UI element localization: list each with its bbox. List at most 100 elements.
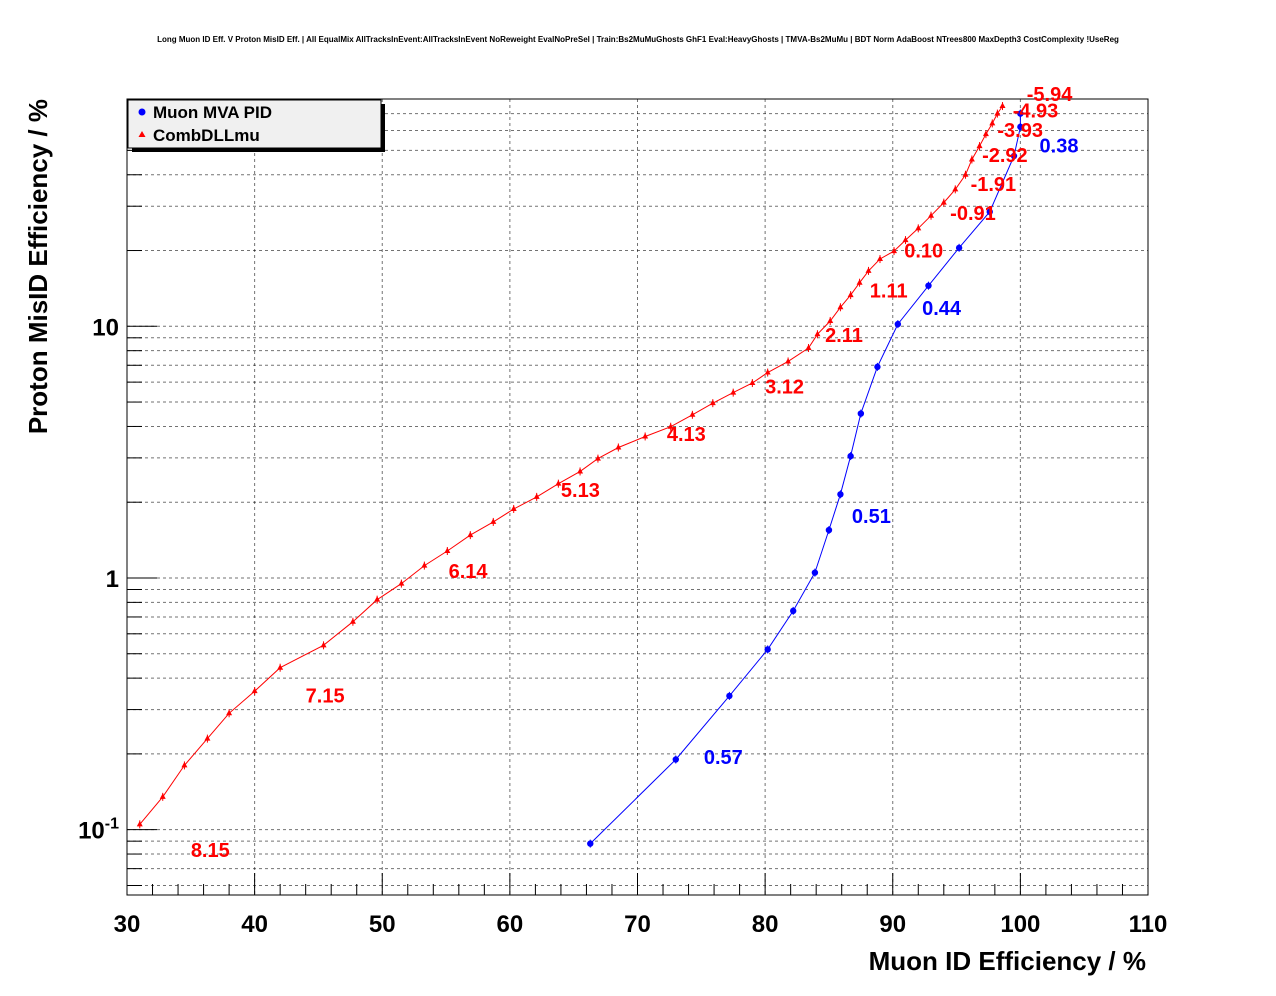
y-tick-labels: 10-1 1 10 (78, 314, 119, 844)
data-point-combdllmu (467, 531, 474, 538)
series-layer (136, 102, 1024, 848)
data-point-muon-mva-pid (847, 452, 854, 460)
data-point-combdllmu (667, 423, 674, 429)
data-point-combdllmu (928, 212, 935, 218)
x-tick-label: 40 (241, 911, 268, 938)
data-point-combdllmu (594, 455, 601, 461)
data-point-combdllmu (902, 236, 909, 243)
data-point-combdllmu (856, 279, 863, 285)
data-point-combdllmu (962, 171, 969, 177)
data-point-combdllmu (976, 142, 983, 149)
data-point-muon-mva-pid (894, 320, 902, 328)
data-point-combdllmu (837, 303, 844, 310)
y-tick-label: 10-1 (78, 816, 119, 845)
cut-label-combdllmu: -4.93 (1013, 101, 1059, 123)
x-tick-label: 60 (497, 911, 524, 938)
data-point-combdllmu (577, 467, 584, 474)
series-muon-mva-pid (587, 109, 1024, 848)
cut-label-combdllmu: 4.13 (667, 424, 706, 446)
data-point-combdllmu (865, 267, 872, 273)
data-point-combdllmu (764, 369, 771, 375)
data-point-combdllmu (749, 379, 756, 386)
data-point-combdllmu (136, 820, 143, 827)
data-point-muon-mva-pid (1017, 123, 1024, 131)
data-point-combdllmu (642, 432, 649, 439)
cut-label-combdllmu: -2.92 (982, 145, 1028, 167)
data-point-combdllmu (204, 735, 211, 741)
data-point-muon-mva-pid (587, 840, 594, 847)
data-point-combdllmu (320, 641, 327, 648)
cut-value-labels: 0.38 0.44 0.51 0.57 8.15 7.15 6.14 5.13 4.13 3.12… (191, 84, 1079, 862)
data-point-combdllmu (994, 110, 1001, 116)
cut-label-combdllmu: -1.91 (971, 174, 1017, 196)
chart-title: Long Muon ID Eff. V Proton MisID Eff. | … (157, 35, 1119, 44)
data-point-combdllmu (490, 518, 497, 524)
data-point-muon-mva-pid (825, 526, 833, 534)
cut-label-combdllmu: 0.10 (904, 240, 943, 262)
data-point-combdllmu (689, 411, 696, 417)
data-point-muon-mva-pid (986, 208, 993, 216)
cut-label-combdllmu: 1.11 (870, 281, 908, 303)
data-point-muon-mva-pid (874, 363, 881, 371)
x-tick-label: 70 (624, 911, 651, 938)
data-point-combdllmu (891, 247, 898, 254)
data-point-combdllmu (398, 580, 405, 586)
data-point-combdllmu (982, 130, 989, 137)
legend-label-combdllmu: CombDLLmu (153, 126, 260, 145)
data-point-combdllmu (876, 255, 883, 262)
x-tick-label: 90 (879, 911, 906, 938)
data-point-combdllmu (181, 761, 188, 768)
data-point-muon-mva-pid (837, 491, 844, 498)
cut-label-combdllmu: 5.13 (561, 480, 600, 502)
cut-label-combdllmu: -0.91 (950, 203, 996, 225)
x-tick-label: 30 (114, 911, 141, 938)
cut-label-combdllmu: -3.93 (997, 120, 1043, 142)
x-tick-label: 110 (1129, 911, 1168, 938)
data-point-combdllmu (785, 357, 792, 364)
series-combdllmu (136, 102, 1006, 829)
legend-marker-combdllmu (138, 131, 146, 137)
series-line-combdllmu (139, 105, 1003, 825)
data-point-combdllmu (968, 155, 975, 162)
data-point-combdllmu (814, 330, 821, 337)
x-tick-label: 50 (369, 911, 396, 938)
data-point-combdllmu (510, 505, 517, 511)
x-axis-title: Muon ID Efficiency / % (869, 946, 1146, 976)
x-tick-label: 80 (752, 911, 779, 938)
cut-label-muon-mva-pid: 0.44 (922, 298, 962, 320)
data-point-combdllmu (349, 618, 356, 624)
y-tick-label: 1 (106, 566, 119, 593)
data-point-muon-mva-pid (925, 282, 932, 289)
data-point-combdllmu (226, 709, 233, 716)
cut-label-muon-mva-pid: 0.38 (1040, 136, 1079, 158)
data-point-combdllmu (159, 793, 166, 799)
data-point-combdllmu (999, 102, 1006, 109)
cut-label-combdllmu: 2.11 (825, 325, 863, 347)
legend-marker-muon-mva-pid (138, 108, 146, 116)
data-point-combdllmu (847, 291, 854, 298)
x-tick-labels: 30 40 50 60 70 80 90 100 110 (114, 911, 1168, 938)
cut-label-combdllmu: 7.15 (306, 686, 345, 708)
cut-label-muon-mva-pid: 0.51 (852, 506, 891, 528)
cut-label-combdllmu: -5.94 (1027, 84, 1073, 106)
cut-label-combdllmu: 8.15 (191, 840, 230, 862)
data-point-combdllmu (251, 687, 258, 694)
data-point-combdllmu (533, 493, 540, 499)
data-point-combdllmu (444, 547, 451, 553)
data-point-combdllmu (555, 480, 562, 486)
data-point-combdllmu (709, 399, 716, 406)
data-point-combdllmu (827, 317, 834, 323)
legend: Muon MVA PID CombDLLmu (127, 99, 385, 152)
data-point-muon-mva-pid (1017, 110, 1024, 117)
y-tick-exponent: -1 (105, 816, 119, 833)
data-point-combdllmu (421, 562, 428, 568)
y-tick-base: 10 (92, 314, 119, 341)
series-line-muon-mva-pid (589, 113, 1021, 844)
data-point-combdllmu (805, 344, 812, 350)
legend-label-muon-mva-pid: Muon MVA PID (153, 103, 272, 122)
data-point-muon-mva-pid (955, 244, 963, 252)
y-axis-title: Proton MisID Efficiency / % (23, 99, 53, 434)
x-tick-label: 100 (1000, 911, 1040, 938)
data-point-combdllmu (277, 664, 284, 670)
